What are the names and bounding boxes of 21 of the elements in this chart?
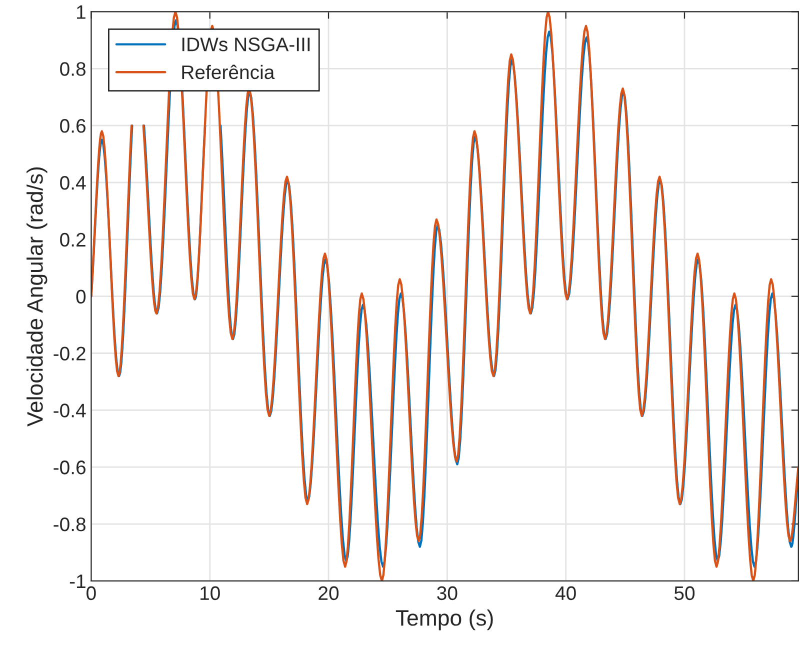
y-tick-label: -0.4 [54,404,86,418]
y-tick-label: 0 [76,290,86,304]
y-tick-label: 0.4 [60,176,86,190]
y-tick-label: -1 [70,574,86,588]
x-tick-label: 40 [555,586,576,600]
legend-label: IDWs NSGA-III [182,38,310,52]
y-tick-label: 1 [77,5,86,19]
y-tick-label: -0.8 [54,517,86,532]
x-tick-label: 50 [674,586,695,600]
legend-label: Referência [182,64,275,80]
y-tick-label: -0.2 [54,346,86,360]
x-tick-label: 10 [200,586,220,600]
y-axis-title: Velocidade Angular (rad/s) [26,167,48,427]
x-tick-label: 30 [437,586,458,600]
x-axis-title: Tempo (s) [396,609,493,630]
x-tick-label: 0 [86,586,96,600]
y-tick-label: 0.8 [60,62,86,76]
y-tick-label: 0.6 [60,119,86,133]
x-tick-label: 20 [318,586,339,600]
y-tick-label: -0.6 [54,460,86,474]
y-tick-label: 0.2 [60,232,86,247]
